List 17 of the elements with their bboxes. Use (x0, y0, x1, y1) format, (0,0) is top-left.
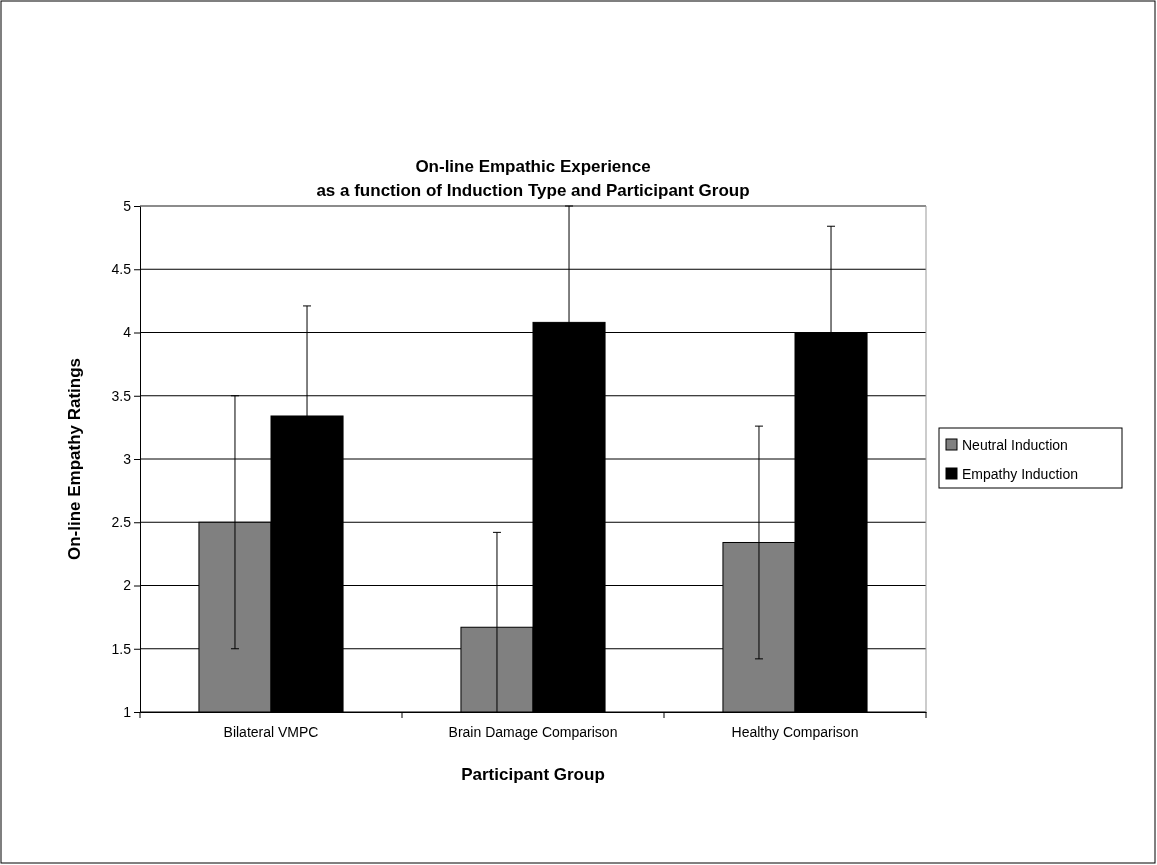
y-tick-label: 2.5 (111, 514, 132, 531)
y-tick-label: 4 (123, 324, 132, 341)
y-tick-label: 1 (123, 703, 132, 720)
y-tick-label: 5 (123, 197, 132, 214)
y-tick-label: 3.5 (111, 387, 132, 404)
chart-title: On-line Empathic Experience as a function of Induction Type and Participant Group (316, 157, 750, 200)
legend-label: Neutral Induction (962, 437, 1068, 453)
x-axis-title: Participant Group (461, 765, 605, 784)
y-tick-label: 3 (123, 450, 132, 467)
y-tick-label: 4.5 (111, 261, 132, 278)
legend-label: Empathy Induction (962, 466, 1078, 482)
y-tick-label: 2 (123, 577, 132, 594)
y-tick-label: 1.5 (111, 640, 132, 657)
y-axis-title: On-line Empathy Ratings (65, 357, 84, 561)
x-tick-label: Bilateral VMPC (223, 724, 319, 741)
x-tick-label: Healthy Comparison (731, 724, 859, 741)
x-tick-label: Brain Damage Comparison (448, 724, 618, 741)
